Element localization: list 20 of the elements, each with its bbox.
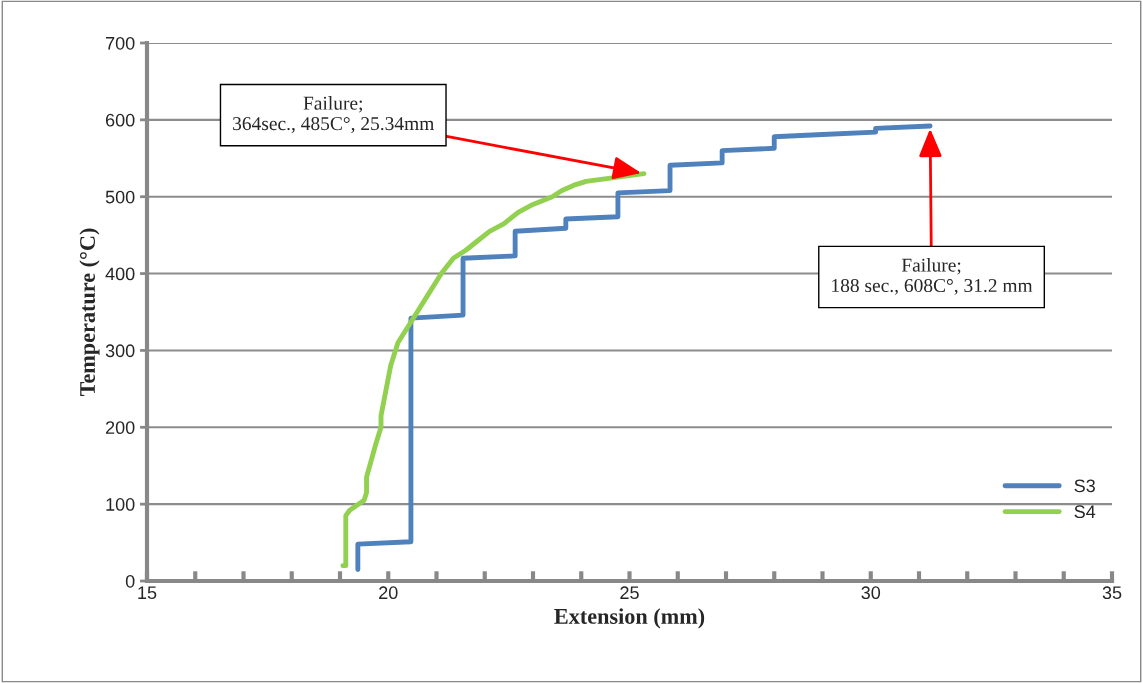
y-axis-title: Temperature (°C) <box>79 228 100 397</box>
x-tick-label: 20 <box>379 586 398 600</box>
y-tick-label: 700 <box>106 36 135 50</box>
x-axis-title: Extension (mm) <box>554 608 705 629</box>
y-tick-label: 200 <box>105 421 135 435</box>
y-tick-label: 400 <box>105 267 135 281</box>
legend-label: S4 <box>1074 505 1096 519</box>
x-tick-label: 35 <box>1102 586 1122 600</box>
line-series <box>340 171 647 569</box>
x-tick-label: 25 <box>620 586 639 600</box>
legend-label: S3 <box>1074 479 1095 493</box>
annotation: Failure; 188 sec., 608C°, 31.2 mm <box>832 258 1033 295</box>
y-tick-label: 600 <box>105 113 135 127</box>
y-tick-label: 500 <box>105 190 135 204</box>
annotation: Failure; 364sec., 485C°, 25.34mm <box>233 96 435 133</box>
y-tick-label: 100 <box>106 498 135 511</box>
y-tick-label: 0 <box>125 574 135 588</box>
x-tick-label: 30 <box>861 586 881 600</box>
x-tick-label: 15 <box>138 586 157 600</box>
y-tick-label: 300 <box>105 344 135 358</box>
